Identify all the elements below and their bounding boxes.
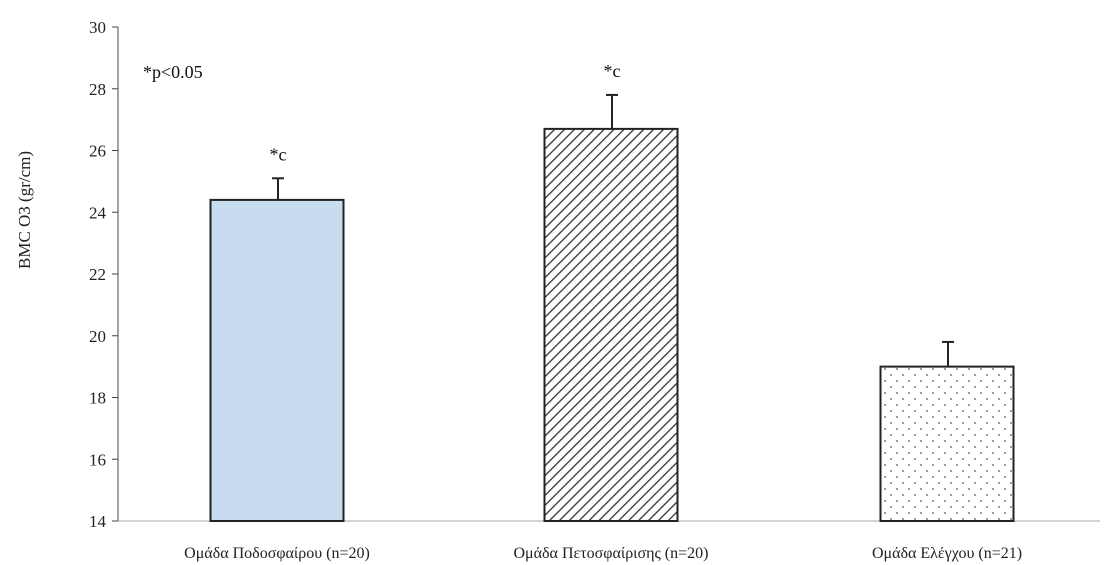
bar bbox=[543, 127, 679, 522]
bar-significance-label: *c bbox=[270, 144, 287, 164]
bar bbox=[209, 198, 345, 522]
y-tick-label: 26 bbox=[89, 142, 106, 161]
bar-significance-label: *c bbox=[604, 61, 621, 81]
y-tick-label: 24 bbox=[89, 203, 107, 222]
x-category-label: Ομάδα Ποδοσφαίρου (n=20) bbox=[184, 545, 370, 562]
y-tick-label: 14 bbox=[89, 512, 107, 531]
y-tick-label: 20 bbox=[89, 327, 106, 346]
bar bbox=[879, 365, 1015, 522]
y-tick-label: 30 bbox=[89, 18, 106, 37]
x-category-label: Ομάδα Πετοσφαίρισης (n=20) bbox=[514, 545, 709, 562]
x-axis: Ομάδα Ποδοσφαίρου (n=20) Ομάδα Πετοσφαίρι… bbox=[118, 520, 1100, 562]
x-category-label: Ομάδα Ελέγχου (n=21) bbox=[872, 545, 1022, 562]
y-axis: 14 16 18 20 22 24 26 28 30 bbox=[89, 18, 119, 531]
y-tick-label: 18 bbox=[89, 389, 106, 408]
y-tick-label: 16 bbox=[89, 450, 106, 469]
bars: *c *c bbox=[209, 61, 1015, 522]
significance-note: *p<0.05 bbox=[143, 62, 203, 82]
y-axis-title: BMC O3 (gr/cm) bbox=[15, 151, 34, 269]
y-tick-label: 22 bbox=[89, 265, 106, 284]
y-tick-label: 28 bbox=[89, 80, 106, 99]
